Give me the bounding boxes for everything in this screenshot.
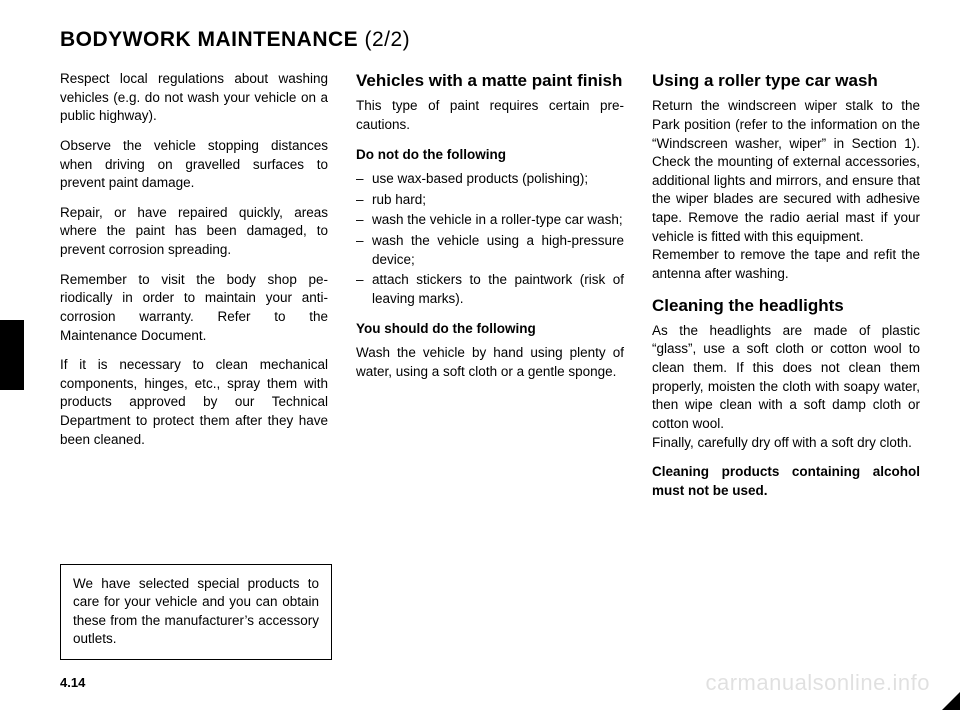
col2-heading-matte: Vehicles with a matte paint finish [356,70,624,91]
section-tab [0,320,24,390]
col3-p1: Return the windscreen wiper stalk to the… [652,97,920,283]
col2-p2: Wash the vehicle by hand using plenty of… [356,344,624,381]
list-item: wash the vehicle using a high-pres­sure … [356,232,624,269]
col2-p1: This type of paint requires certain pre­… [356,97,624,134]
page-title: BODYWORK MAINTENANCE (2/2) [60,28,920,52]
list-item: attach stickers to the paintwork (risk o… [356,271,624,308]
column-3: Using a roller type car wash Return the … [652,70,920,511]
col3-p2: As the headlights are made of plastic “g… [652,322,920,452]
col3-p3: Cleaning products containing alco­hol mu… [652,463,920,500]
col2-heading-donot: Do not do the following [356,146,624,165]
col3-p1b: Remember to remove the tape and refit th… [652,247,920,281]
note-box: We have selected special products to car… [60,564,332,661]
list-item: rub hard; [356,191,624,210]
col1-p4: Remember to visit the body shop pe­riodi… [60,271,328,346]
page-number: 4.14 [60,675,85,690]
col1-p5: If it is necessary to clean mechani­cal … [60,356,328,449]
col1-p3: Repair, or have repaired quickly, areas … [60,204,328,260]
page-flip-icon [942,692,960,710]
col3-heading-roller: Using a roller type car wash [652,70,920,91]
list-item: use wax-based products (polishing); [356,170,624,189]
col3-p1a: Return the windscreen wiper stalk to the… [652,98,920,243]
col2-donot-list: use wax-based products (polishing); rub … [356,170,624,308]
column-1: Respect local regulations about wash­ing… [60,70,328,511]
content-columns: Respect local regulations about wash­ing… [60,70,920,511]
manual-page: BODYWORK MAINTENANCE (2/2) Respect local… [0,0,960,710]
note-text: We have selected special products to car… [73,576,319,647]
title-sub: (2/2) [365,28,411,51]
col3-p2a: As the headlights are made of plastic “g… [652,323,920,431]
list-item: wash the vehicle in a roller-type car wa… [356,211,624,230]
column-2: Vehicles with a matte paint finish This … [356,70,624,511]
col2-heading-should: You should do the following [356,320,624,339]
col3-heading-headlights: Cleaning the headlights [652,295,920,316]
col1-p2: Observe the vehicle stopping distances w… [60,137,328,193]
col1-p1: Respect local regulations about wash­ing… [60,70,328,126]
col3-p2b: Finally, carefully dry off with a soft d… [652,435,912,450]
title-main: BODYWORK MAINTENANCE [60,28,365,51]
watermark: carmanualsonline.info [705,670,930,696]
